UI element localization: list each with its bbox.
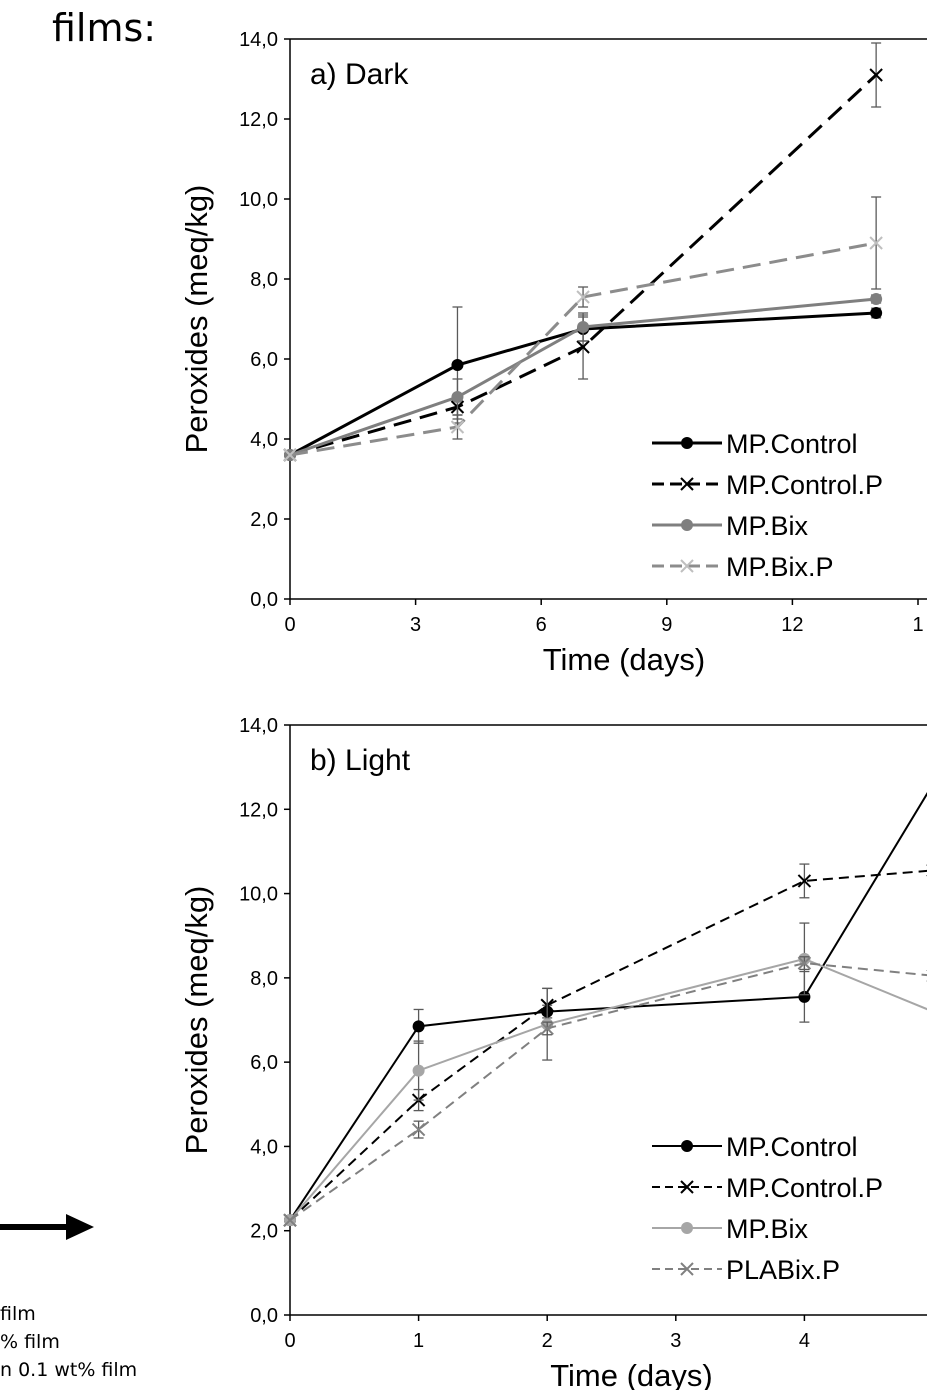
- chart-a-y-axis-title: Peroxides (meq/kg): [179, 185, 214, 454]
- chart-b-x-tick-label: 0: [284, 1330, 295, 1352]
- chart-b-x-tick-label: 2: [542, 1330, 553, 1352]
- side-note-3: n 0.1 wt% film: [0, 1359, 138, 1381]
- chart-light: 0,0 2,0 4,0 6,0 8,0 10,0 12,0 14,0 0 1 2 3 4 Time (da…: [179, 715, 927, 1390]
- chart-b-legend-label-1: MP.Control.P: [726, 1173, 883, 1203]
- chart-a-x-tick-label: 3: [410, 614, 421, 636]
- chart-b-y-tick-label: 14,0: [239, 715, 278, 737]
- chart-b-data-point: [798, 990, 811, 1003]
- chart-b-legend-marker-3: [680, 1262, 694, 1276]
- chart-b-y-axis-title: Peroxides (meq/kg): [179, 886, 214, 1155]
- chart-b-data-point: [797, 874, 812, 888]
- chart-a-y-tick-label: 12,0: [239, 109, 278, 131]
- chart-a-x-tick-label: 12: [781, 614, 803, 636]
- chart-b-legend-marker-0: [681, 1140, 693, 1152]
- chart-b-y-tick-label: 0,0: [250, 1305, 278, 1327]
- chart-b-data-point: [283, 1213, 297, 1227]
- chart-a-legend-marker-0: [681, 437, 693, 449]
- chart-a-x-tick-label: 0: [284, 614, 295, 636]
- chart-a-data-point: [869, 236, 883, 250]
- chart-b-x-tick-label: 1: [413, 1330, 424, 1352]
- chart-b-legend-marker-2: [681, 1222, 693, 1234]
- chart-a-x-tick-label: 6: [536, 614, 547, 636]
- chart-b-x-tick-label: 3: [670, 1330, 681, 1352]
- arrow-icon: [0, 1214, 94, 1240]
- chart-b-legend-label-3: PLABix.P: [726, 1255, 840, 1285]
- side-note-1: film: [0, 1303, 36, 1325]
- chart-a-y-tick-label: 10,0: [239, 189, 278, 211]
- chart-a-y-tick-label: 0,0: [250, 589, 278, 611]
- chart-a-data-point: [870, 293, 883, 305]
- chart-a-series-line-1: [289, 73, 878, 457]
- chart-b-y-tick-label: 2,0: [250, 1221, 278, 1243]
- chart-a-x-tick-label: 1: [912, 614, 923, 636]
- chart-b-y-tick-label: 8,0: [250, 968, 278, 990]
- chart-a-series-line-0: [289, 311, 877, 457]
- chart-a-data-point: [870, 307, 883, 319]
- chart-a-data-point: [451, 359, 464, 371]
- chart-a-y-tick-label: 8,0: [250, 269, 278, 291]
- chart-b-series-line-1: [289, 869, 927, 1221]
- page-title: films:: [52, 6, 157, 50]
- chart-b-data-point: [540, 1021, 554, 1036]
- chart-b-x-axis-title: Time (days): [550, 1358, 712, 1390]
- chart-a-legend-label-3: MP.Bix.P: [726, 552, 834, 582]
- chart-a-series-line-3: [289, 241, 877, 457]
- chart-b-data-point: [412, 1064, 425, 1077]
- chart-b-legend-label-2: MP.Bix: [726, 1214, 809, 1244]
- chart-b-panel-label: b) Light: [310, 744, 411, 777]
- chart-b-y-tick-label: 6,0: [250, 1052, 278, 1074]
- chart-a-y-tick-label: 14,0: [239, 29, 278, 51]
- chart-a-legend-label-1: MP.Control.P: [726, 470, 883, 500]
- chart-a-data-point: [576, 340, 590, 354]
- chart-a-y-tick-label: 4,0: [250, 429, 278, 451]
- chart-a-panel-label: a) Dark: [310, 58, 409, 91]
- chart-a-legend-label-2: MP.Bix: [726, 511, 809, 541]
- chart-a-legend-marker-2: [681, 519, 693, 531]
- chart-a-x-axis-title: Time (days): [543, 642, 705, 677]
- chart-b-legend-label-0: MP.Control: [726, 1132, 858, 1162]
- chart-a-data-point: [576, 290, 590, 304]
- chart-a-data-point: [450, 420, 465, 434]
- side-note-2: % film: [0, 1331, 60, 1353]
- chart-a-y-tick-label: 6,0: [250, 349, 278, 371]
- chart-b-y-tick-label: 12,0: [239, 799, 278, 821]
- chart-b-data-point: [412, 1020, 425, 1033]
- chart-dark: 0,0 2,0 4,0 6,0 8,0 10,0 12,0 14,0 0 3 6 9 12 1 Time (…: [179, 29, 927, 677]
- chart-a-legend-label-0: MP.Control: [726, 429, 858, 459]
- chart-a-legend-marker-1: [680, 477, 694, 491]
- chart-a-x-tick-label: 9: [661, 614, 672, 636]
- chart-b-data-point: [411, 1122, 426, 1137]
- chart-b-y-tick-label: 4,0: [250, 1136, 278, 1158]
- chart-a-data-point: [577, 321, 590, 333]
- chart-a-y-tick-label: 2,0: [250, 509, 278, 531]
- chart-a-data-point: [869, 68, 883, 82]
- chart-b-data-point: [797, 956, 812, 970]
- chart-a-legend-marker-3: [680, 559, 694, 573]
- chart-b-legend-marker-1: [680, 1180, 694, 1194]
- chart-a-data-point: [451, 391, 464, 403]
- chart-a-data-point: [283, 448, 297, 462]
- chart-b-y-tick-label: 10,0: [239, 884, 278, 906]
- chart-b-x-tick-label: 4: [799, 1330, 810, 1352]
